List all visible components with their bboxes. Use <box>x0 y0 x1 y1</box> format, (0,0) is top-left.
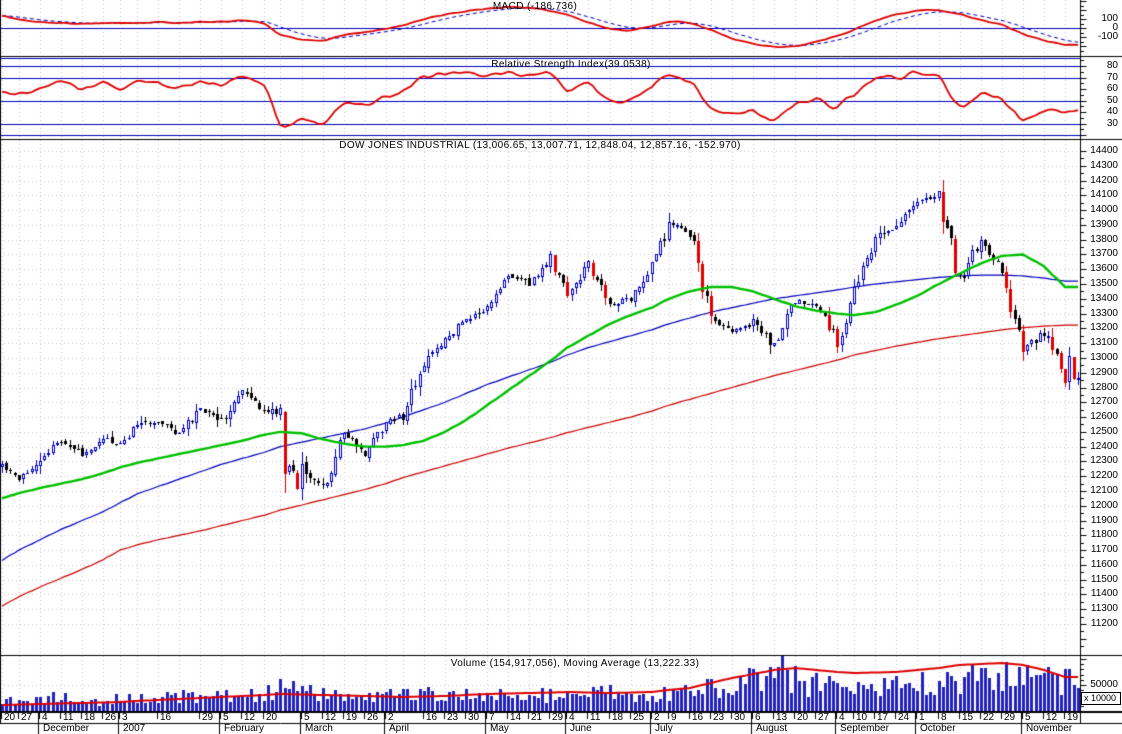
volume-unit-label: x 10000 <box>1081 692 1121 705</box>
volume-panel-title: Volume (154,917,056), Moving Average (13… <box>450 658 700 669</box>
price-panel-title: DOW JONES INDUSTRIAL (13,006.65, 13,007.… <box>339 140 741 151</box>
rsi-panel-title: Relative Strength Index(39.0538) <box>491 59 651 70</box>
macd-panel-title: MACD (-186.736) <box>492 1 578 12</box>
